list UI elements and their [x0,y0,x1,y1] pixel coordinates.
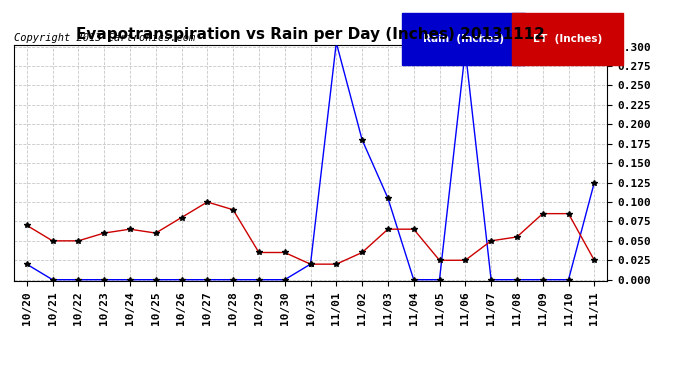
Title: Evapotranspiration vs Rain per Day (Inches) 20131112: Evapotranspiration vs Rain per Day (Inch… [76,27,545,42]
Text: Rain  (Inches): Rain (Inches) [423,34,504,44]
Text: Copyright 2013 Cartronics.com: Copyright 2013 Cartronics.com [14,33,195,43]
Text: ET  (Inches): ET (Inches) [533,34,602,44]
